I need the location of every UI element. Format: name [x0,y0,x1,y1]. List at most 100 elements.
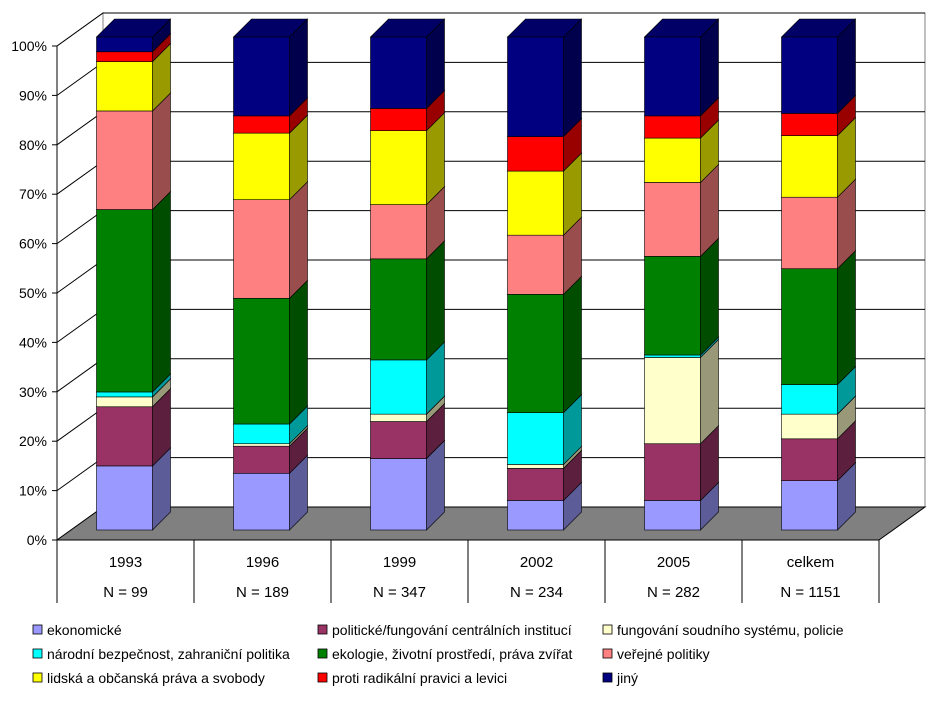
bar-segment-1996-9 [233,36,290,117]
bar-segment-celkem-6 [781,196,838,270]
bar-segment-1993-6 [96,110,153,210]
legend-swatch [32,648,43,659]
bar-segment-celkem-5 [781,268,838,385]
legend-label: ekonomické [47,622,122,638]
legend-label: proti radikální pravici a levici [332,670,507,686]
bar-1993 [95,18,172,531]
bar-2005 [643,18,720,531]
x-category-label: 1996 [246,554,279,571]
bar-segment-celkem-5-side [837,249,856,386]
bar-segment-1999-2 [370,421,427,459]
bar-segment-1993-9 [96,36,153,53]
bar-segment-1999-3 [370,413,427,422]
bar-segment-2005-6 [644,182,701,257]
legend-swatch [602,648,613,659]
bar-segment-1993-5 [96,209,153,393]
bar-segment-2002-5 [507,294,564,413]
bar-segment-2005-9 [644,36,701,117]
x-category-label: 1993 [109,554,142,571]
legend-swatch [317,624,328,635]
bar-segment-2002-6 [507,234,564,295]
bar-segment-2005-1 [644,500,701,531]
bar-segment-1999-4 [370,359,427,415]
legend-swatch [317,672,328,683]
bar-celkem [780,18,857,531]
bar-segment-1996-5 [233,297,290,425]
bar-segment-2002-7 [507,170,564,236]
bar-segment-2002-4 [507,412,564,465]
x-sample-size-label: N = 99 [103,584,148,601]
legend-item: ekonomické [32,622,122,638]
y-tick-label: 0% [27,532,47,548]
bar-segment-2005-5-side [700,237,719,356]
bar-segment-2005-2 [644,443,701,501]
bar-segment-1996-3 [233,443,290,447]
bar-segment-1999-7 [370,130,427,205]
bar-segment-2005-5 [644,256,701,356]
x-category-label: celkem [787,554,835,571]
legend-item: národní bezpečnost, zahraniční politika [32,646,290,662]
legend-item: jiný [602,670,638,686]
bar-segment-celkem-9 [781,36,838,114]
bar-1996 [232,18,309,531]
bar-segment-celkem-4 [781,384,838,415]
y-tick-label: 70% [19,186,47,202]
bar-segment-1993-6-side [152,92,171,211]
bar-segment-1996-8 [233,115,290,134]
bar-segment-1999-9 [370,36,427,109]
bar-segment-1999-5 [370,258,427,361]
legend-item: proti radikální pravici a levici [317,670,507,686]
bar-segment-1993-1 [96,465,153,531]
x-sample-size-label: N = 234 [510,584,563,601]
legend-label: politické/fungování centrálních instituc… [332,622,572,638]
bar-segment-1999-5-side [426,240,445,361]
x-category-label: 1999 [383,554,416,571]
bar-segment-1999-6 [370,204,427,260]
bar-1999 [369,18,446,531]
legend-swatch [32,672,43,683]
y-tick-label: 40% [19,334,47,350]
bar-2002 [506,18,583,531]
bar-segment-1996-5-side [289,279,308,425]
bar-segment-celkem-8 [781,113,838,136]
y-tick-label: 60% [19,236,47,252]
bar-segment-1996-2 [233,445,290,474]
bar-segment-2005-3 [644,357,701,445]
bar-segment-1993-7 [96,61,153,112]
bar-segment-1993-4 [96,391,153,398]
y-tick-label: 50% [19,285,47,301]
bar-segment-2005-8 [644,115,701,139]
bar-segment-1996-6 [233,199,290,299]
bar-segment-celkem-2 [781,438,838,482]
bar-segment-1993-2 [96,406,153,467]
gridline [56,12,925,47]
legend-swatch [602,672,613,683]
legend-swatch [317,648,328,659]
x-category-label: 2002 [520,554,553,571]
legend-label: fungování soudního systému, policie [617,622,844,638]
legend-swatch [32,624,43,635]
y-tick-label: 10% [19,483,47,499]
bar-segment-2005-7 [644,137,701,183]
bar-segment-2002-5-side [563,275,582,414]
bar-segment-1996-6-side [289,180,308,300]
bar-segment-celkem-1 [781,480,838,531]
legend-label: lidská a občanská práva a svobody [47,670,265,686]
bar-segment-2002-9-side [563,18,582,138]
y-tick-label: 30% [19,384,47,400]
bar-segment-2002-9 [507,36,564,137]
bar-segment-1993-8 [96,51,153,62]
legend-label: národní bezpečnost, zahraniční politika [47,646,290,662]
y-tick-label: 20% [19,433,47,449]
bar-segment-1999-1 [370,458,427,531]
bar-segment-1996-7 [233,132,290,200]
legend-label: jiný [616,670,638,686]
legend-item: veřejné politiky [602,646,710,662]
y-tick-label: 80% [19,137,47,153]
bar-segment-1993-3 [96,396,153,408]
bar-segment-2002-8 [507,136,564,172]
legend-item: politické/fungování centrálních instituc… [317,622,572,638]
legend-item: lidská a občanská práva a svobody [32,670,265,686]
legend-item: fungování soudního systému, policie [602,622,844,638]
x-sample-size-label: N = 189 [236,584,289,601]
